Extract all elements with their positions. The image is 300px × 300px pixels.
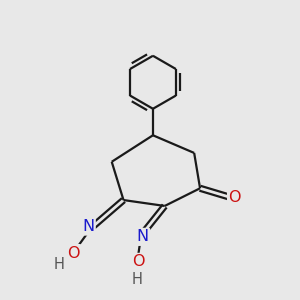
Text: O: O xyxy=(229,190,241,205)
Text: O: O xyxy=(132,254,145,269)
Text: N: N xyxy=(82,219,94,234)
Text: H: H xyxy=(131,272,142,287)
Text: O: O xyxy=(67,246,80,261)
Text: H: H xyxy=(53,257,64,272)
Text: N: N xyxy=(136,230,149,244)
